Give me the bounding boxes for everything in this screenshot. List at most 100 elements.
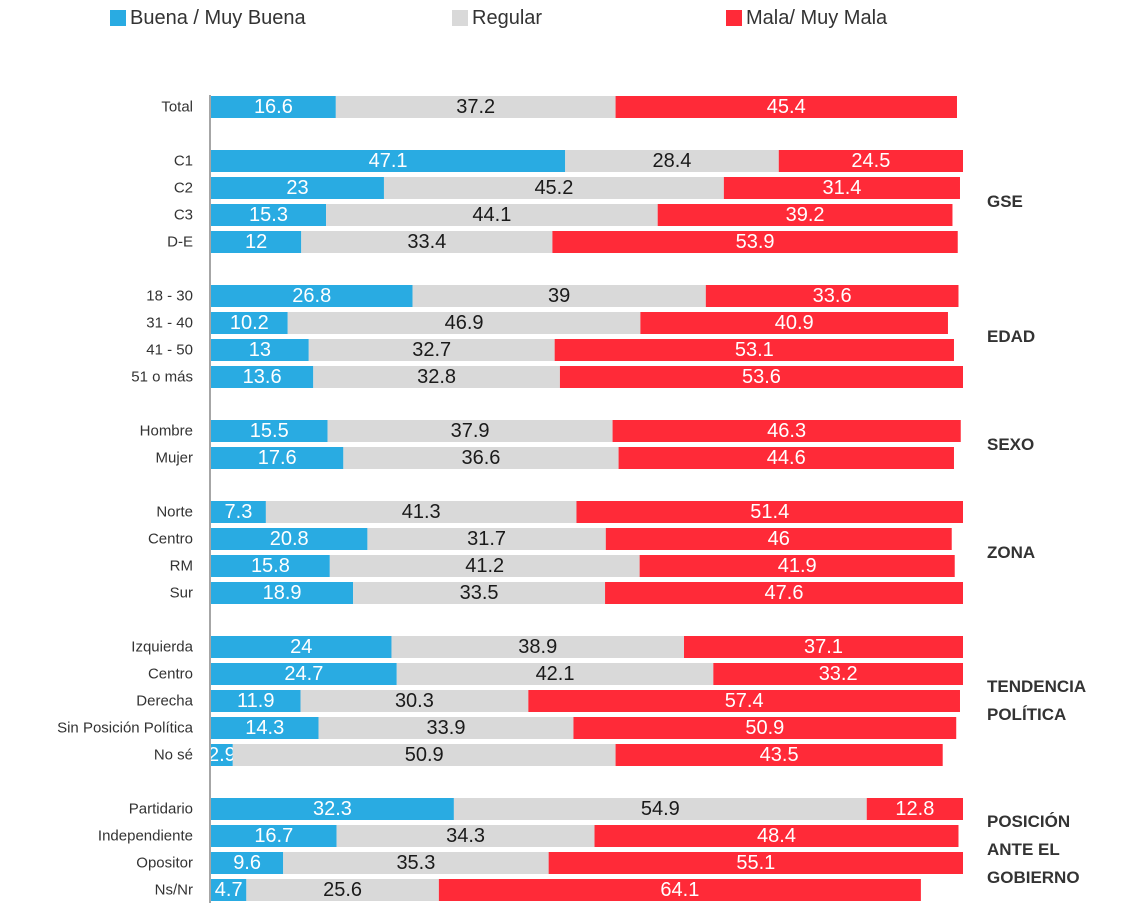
value-label: 18.9 — [263, 582, 302, 604]
value-label: 24 — [290, 636, 312, 658]
bar-segment — [383, 177, 724, 199]
value-label: 25.6 — [323, 879, 362, 901]
bar-segment — [453, 798, 867, 820]
value-label: 46.3 — [767, 420, 806, 442]
bar-segment — [684, 636, 963, 658]
bar-segment — [565, 150, 779, 172]
value-label: 43.5 — [760, 744, 799, 766]
value-label: 53.6 — [742, 366, 781, 388]
bar-segment — [367, 528, 606, 550]
bar-segment — [300, 690, 529, 712]
group-label: SEXO — [987, 434, 1035, 454]
bar-segment — [705, 285, 959, 307]
value-label: 39 — [548, 285, 570, 307]
value-label: 44.1 — [472, 204, 511, 226]
value-label: 33.5 — [460, 582, 499, 604]
bar-segment — [308, 339, 555, 361]
value-label: 41.3 — [402, 501, 441, 523]
value-label: 53.9 — [736, 231, 775, 253]
group-label: EDAD — [987, 326, 1036, 346]
value-label: 37.1 — [804, 636, 843, 658]
value-label: 41.9 — [778, 555, 817, 577]
category-label: Derecha — [136, 693, 193, 710]
value-label: 37.2 — [456, 96, 495, 118]
category-label: Izquierda — [131, 639, 193, 656]
bar-segment — [605, 528, 952, 550]
bar-segment — [412, 285, 706, 307]
category-label: Hombre — [140, 423, 193, 440]
bar-segment — [639, 555, 955, 577]
value-label: 12 — [245, 231, 267, 253]
bar-segment — [211, 663, 397, 685]
bar-segment — [211, 339, 309, 361]
bar-segment — [657, 204, 953, 226]
category-label: No sé — [154, 747, 193, 764]
bar-segment — [573, 717, 957, 739]
value-label: 41.2 — [465, 555, 504, 577]
bar-segment — [211, 690, 301, 712]
bar-segment — [211, 420, 328, 442]
bar-segment — [612, 420, 961, 442]
value-label: 12.8 — [895, 798, 934, 820]
bar-segment — [576, 501, 963, 523]
value-label: 16.6 — [254, 96, 293, 118]
value-label: 30.3 — [395, 690, 434, 712]
value-label: 55.1 — [736, 852, 775, 874]
bar-segment — [211, 825, 337, 847]
value-label: 36.6 — [461, 447, 500, 469]
bar-segment — [318, 717, 574, 739]
bar-segment — [335, 96, 616, 118]
value-label: 26.8 — [292, 285, 331, 307]
value-label: 7.3 — [225, 501, 253, 523]
bar-segment — [353, 582, 606, 604]
bar-segment — [713, 663, 963, 685]
group-label: POSICIÓN ANTE EL GOBIERNO — [987, 811, 1080, 887]
category-label: 41 - 50 — [146, 342, 193, 359]
legend-label: Buena / Muy Buena — [130, 7, 307, 29]
value-label: 32.7 — [412, 339, 451, 361]
category-label: D-E — [167, 234, 193, 251]
bar-segment — [211, 285, 413, 307]
bar-segment — [554, 339, 954, 361]
legend-label: Mala/ Muy Mala — [746, 7, 888, 29]
category-label: C2 — [174, 180, 193, 197]
value-label: 13.6 — [243, 366, 282, 388]
value-label: 11.9 — [237, 690, 274, 712]
category-label: 51 o más — [131, 369, 193, 386]
value-label: 24.5 — [851, 150, 890, 172]
bar-segment — [211, 798, 454, 820]
bar-segment — [246, 879, 439, 901]
category-label: Sin Posición Política — [57, 720, 194, 737]
value-label: 15.3 — [249, 204, 288, 226]
bar-segment — [211, 744, 233, 766]
value-label: 33.6 — [813, 285, 852, 307]
group-label: ZONA — [987, 542, 1036, 562]
value-label: 54.9 — [641, 798, 680, 820]
category-label: Total — [161, 99, 193, 116]
value-label: 13 — [249, 339, 271, 361]
bar-segment — [211, 717, 319, 739]
bar-segment — [615, 96, 957, 118]
bar-segment — [327, 420, 613, 442]
bar-segment — [313, 366, 560, 388]
value-label: 47.6 — [765, 582, 804, 604]
bar-segment — [211, 312, 288, 334]
bar-segment — [866, 798, 963, 820]
value-label: 57.4 — [725, 690, 764, 712]
group-label: GSE — [987, 191, 1023, 211]
bar-segment — [326, 204, 658, 226]
value-label: 15.8 — [251, 555, 290, 577]
value-label: 50.9 — [405, 744, 444, 766]
bar-segment — [211, 150, 566, 172]
bar-segment — [232, 744, 616, 766]
bar-segment — [552, 231, 958, 253]
bar-segment — [559, 366, 963, 388]
group-label: TENDENCIA POLÍTICA — [987, 677, 1086, 724]
category-label: C3 — [174, 207, 193, 224]
bar-segment — [211, 501, 266, 523]
bar-segment — [548, 852, 963, 874]
legend-swatch — [726, 10, 742, 26]
value-label: 31.4 — [822, 177, 861, 199]
bar-segment — [615, 744, 943, 766]
